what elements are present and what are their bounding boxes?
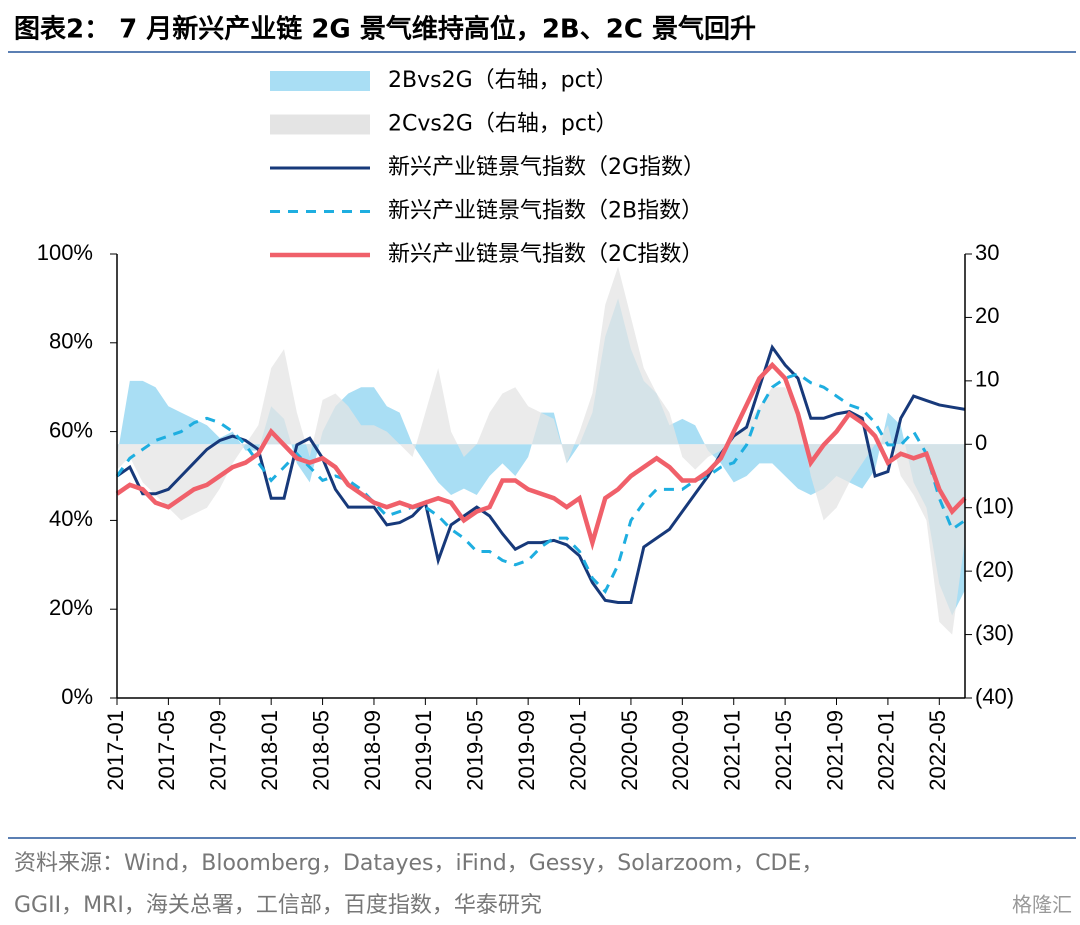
x-tick-label: 2018-01 xyxy=(257,710,282,791)
y-tick-label: 60% xyxy=(49,417,93,442)
x-tick-label: 2021-05 xyxy=(771,710,796,791)
x-tick-label: 2022-01 xyxy=(874,710,899,791)
x-tick-label: 2017-09 xyxy=(206,710,231,791)
y-tick-label: 100% xyxy=(37,240,93,265)
y-tick-label: 80% xyxy=(49,329,93,354)
plot-area xyxy=(115,266,967,635)
x-tick-label: 2019-01 xyxy=(411,710,436,791)
y2-tick-label: 0 xyxy=(975,430,987,455)
x-tick-label: 2020-01 xyxy=(565,710,590,791)
x-tick-label: 2021-09 xyxy=(822,710,847,791)
legend-label: 2Cvs2G（右轴，pct） xyxy=(388,112,618,137)
y-tick-label: 20% xyxy=(49,595,93,620)
x-tick-label: 2020-05 xyxy=(617,710,642,791)
watermark: 格隆汇 xyxy=(1012,893,1072,917)
y2-tick-label: (10) xyxy=(975,494,1014,519)
y2-tick-label: 30 xyxy=(975,240,999,265)
source: 资料来源：Wind，Bloomberg，Datayes，iFind，Gessy，… xyxy=(14,851,823,876)
line xyxy=(115,372,966,595)
y2-tick-label: (40) xyxy=(975,684,1014,709)
area xyxy=(117,266,965,635)
x-tick-label: 2019-05 xyxy=(463,710,488,791)
chart-title: 图表2： 7 月新兴产业链 2G 景气维持高位，2B、2C 景气回升 xyxy=(14,14,756,45)
legend-label: 新兴产业链景气指数（2B指数） xyxy=(388,199,703,224)
legend-label: 2Bvs2G（右轴，pct） xyxy=(388,68,617,93)
x-tick-label: 2020-09 xyxy=(668,710,693,791)
y-tick-label: 40% xyxy=(49,506,93,531)
legend-swatch xyxy=(270,114,370,135)
y2-tick-label: (20) xyxy=(975,557,1014,582)
line xyxy=(115,361,967,551)
y2-tick-label: 10 xyxy=(975,367,999,392)
y2-tick-label: (30) xyxy=(975,620,1014,645)
area xyxy=(117,298,965,616)
y-tick-label: 0% xyxy=(61,684,93,709)
x-tick-label: 2021-01 xyxy=(720,710,745,791)
source: GGII，MRI，海关总署，工信部，百度指数，华泰研究 xyxy=(14,893,542,918)
y2-tick-label: 20 xyxy=(975,303,999,328)
x-tick-label: 2019-09 xyxy=(514,710,539,791)
x-tick-label: 2017-05 xyxy=(154,710,179,791)
x-tick-label: 2018-05 xyxy=(308,710,333,791)
x-tick-label: 2017-01 xyxy=(103,710,128,791)
legend-label: 新兴产业链景气指数（2C指数） xyxy=(388,242,703,267)
legend-swatch xyxy=(270,71,370,91)
legend-label: 新兴产业链景气指数（2G指数） xyxy=(388,155,705,180)
x-tick-label: 2022-05 xyxy=(925,710,950,791)
x-tick-label: 2018-09 xyxy=(360,710,385,791)
